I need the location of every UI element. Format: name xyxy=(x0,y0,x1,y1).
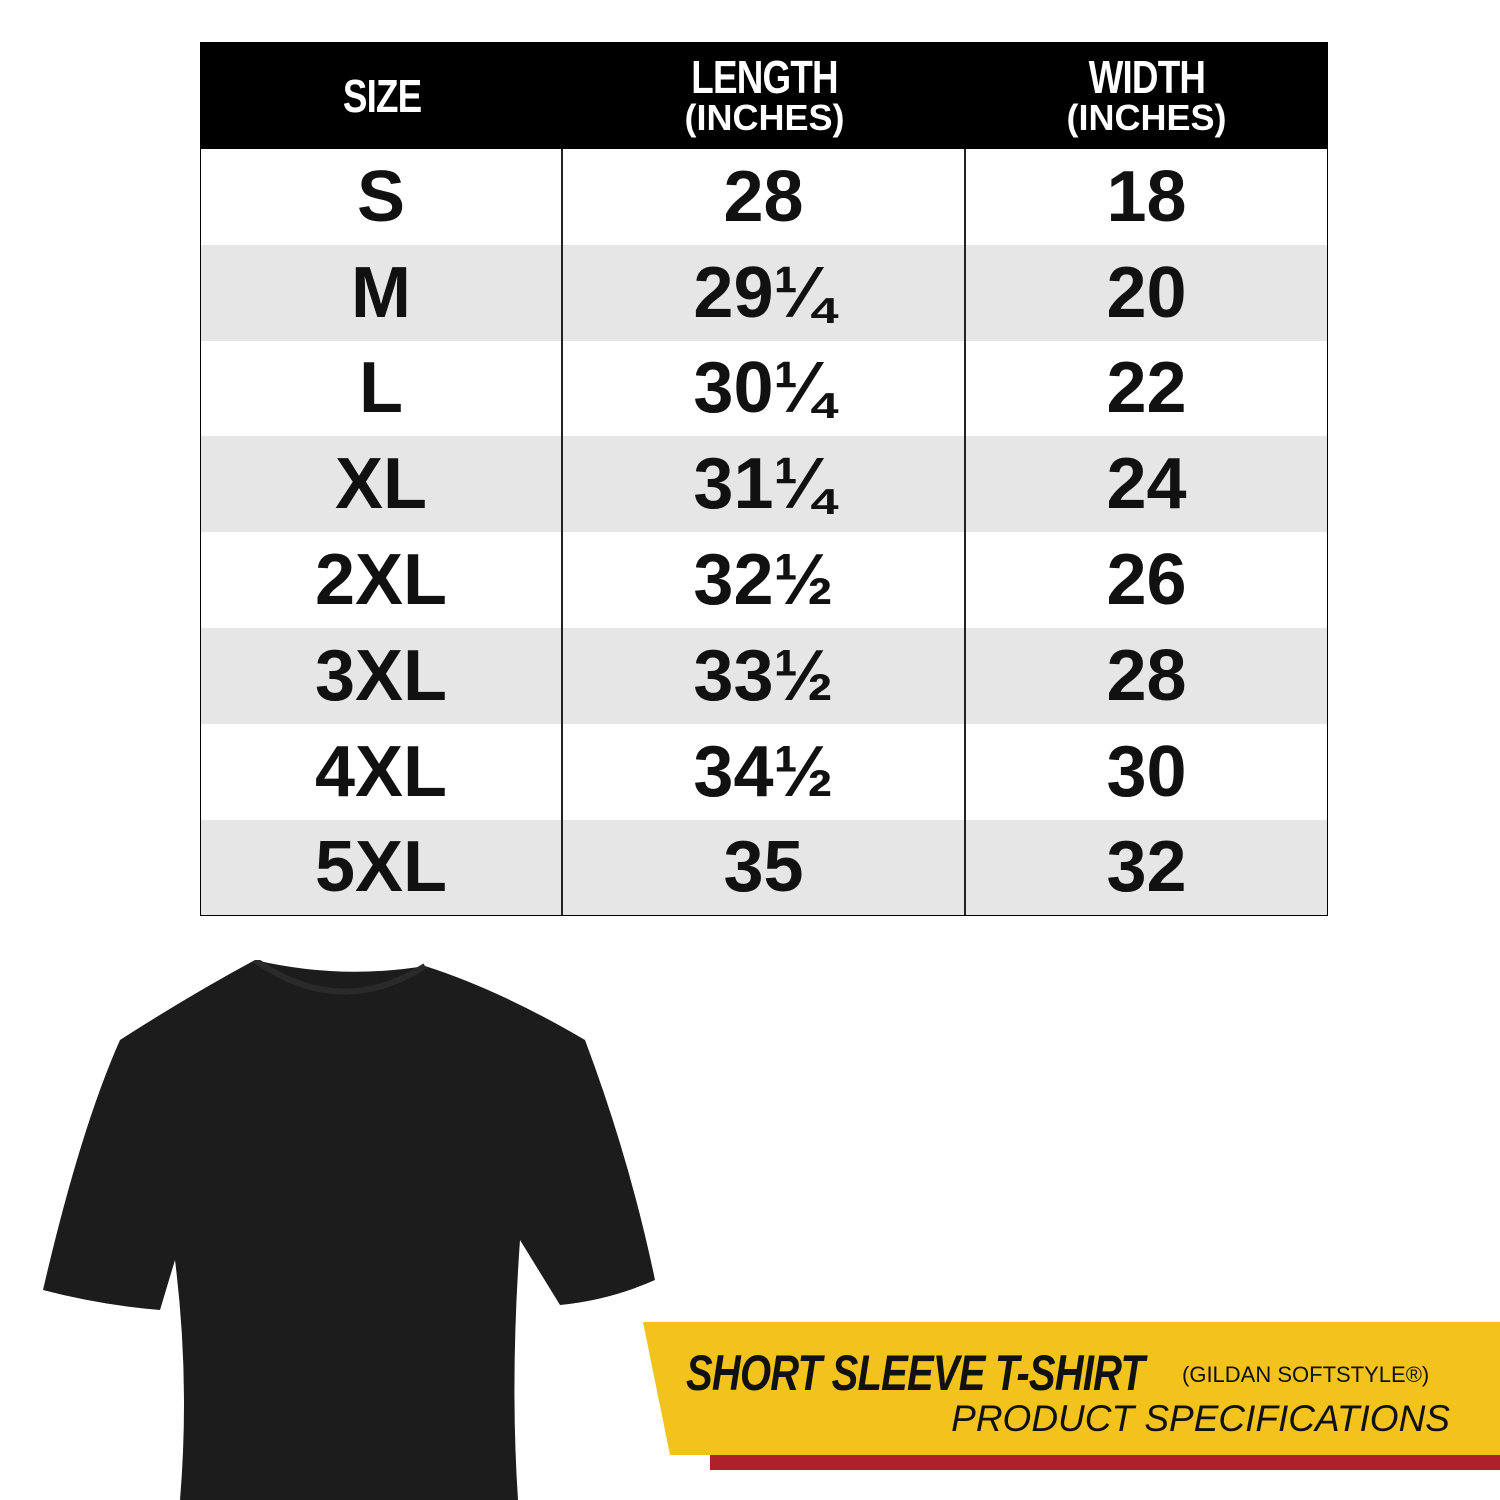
width-cell: 28 xyxy=(1106,635,1187,716)
header-title: LENGTH xyxy=(691,51,838,103)
table-row: 3XL 33½ 28 xyxy=(201,627,1327,724)
table-row: 2XL 32½ 26 xyxy=(201,532,1327,628)
banner-subtitle: PRODUCT SPECIFICATIONS xyxy=(951,1398,1450,1439)
size-cell: 2XL xyxy=(201,532,563,628)
header-unit: (INCHES) xyxy=(1066,97,1227,138)
width-cell: 32 xyxy=(1106,827,1187,908)
table-row: 4XL 34½ 30 xyxy=(201,723,1327,820)
banner-title: SHORT SLEEVE T-SHIRT xyxy=(686,1345,1145,1401)
table-header: SIZE LENGTH (INCHES) WIDTH (INCHES) xyxy=(201,43,1327,149)
width-cell: 18 xyxy=(1106,156,1187,237)
header-size: SIZE xyxy=(201,43,563,149)
header-width: WIDTH (INCHES) xyxy=(966,43,1327,149)
size-cell: 3XL xyxy=(201,627,563,724)
length-cell: 30¼ xyxy=(563,340,966,437)
size-cell: L xyxy=(201,340,563,437)
length-cell: 29¼ xyxy=(563,244,966,341)
size-cell: 4XL xyxy=(201,723,563,820)
width-cell: 22 xyxy=(1106,348,1187,429)
tshirt-body xyxy=(43,960,655,1500)
size-cell: XL xyxy=(201,436,563,533)
width-cell: 24 xyxy=(1106,444,1187,525)
header-title: WIDTH xyxy=(1088,51,1205,103)
banner-brand: (GILDAN SOFTSTYLE®) xyxy=(1182,1362,1430,1387)
table-row: XL 31¼ 24 xyxy=(201,436,1327,533)
banner-red-stripe xyxy=(710,1455,1500,1470)
size-cell: 5XL xyxy=(201,819,563,916)
width-cell: 20 xyxy=(1106,252,1187,333)
tshirt-image xyxy=(43,960,655,1500)
length-cell: 34½ xyxy=(563,723,966,820)
width-cell: 26 xyxy=(1106,540,1187,621)
length-cell: 31¼ xyxy=(563,436,966,533)
header-unit: (INCHES) xyxy=(684,97,845,138)
header-length: LENGTH (INCHES) xyxy=(563,43,966,149)
size-cell: M xyxy=(201,244,563,341)
size-cell: S xyxy=(201,149,563,245)
width-cell: 30 xyxy=(1106,731,1187,812)
table-row: L 30¼ 22 xyxy=(201,340,1327,437)
table-row: S 28 18 xyxy=(201,149,1327,245)
length-cell: 33½ xyxy=(563,627,966,724)
header-title: SIZE xyxy=(342,70,422,122)
size-chart-table: SIZE LENGTH (INCHES) WIDTH (INCHES) S 28 1… xyxy=(200,42,1328,917)
table-row: 5XL 35 32 xyxy=(201,819,1327,916)
length-cell: 28 xyxy=(563,149,966,245)
table-row: M 29¼ 20 xyxy=(201,244,1327,341)
length-cell: 35 xyxy=(563,819,966,916)
length-cell: 32½ xyxy=(563,532,966,628)
